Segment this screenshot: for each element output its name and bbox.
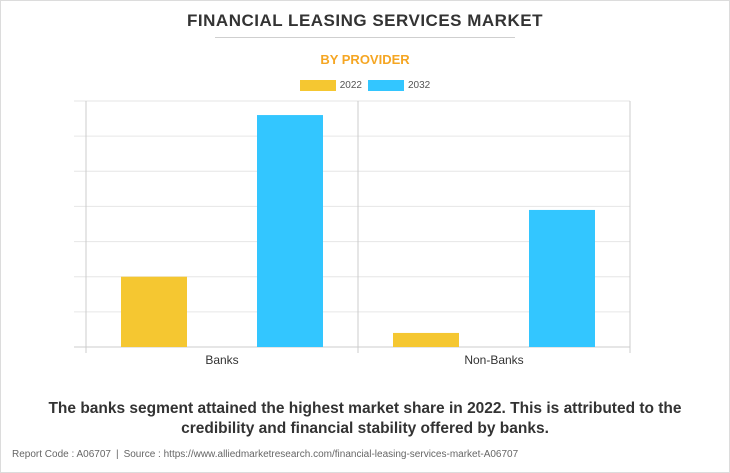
report-code: Report Code : A06707 [12, 449, 111, 460]
legend-label-2022: 2022 [339, 80, 362, 91]
legend-item-2022: 2022 [299, 80, 362, 91]
legend-swatch-2022 [299, 80, 336, 91]
footer: Report Code : A06707 | Source : https://ww… [12, 449, 518, 460]
bar-chart: Banks Non-Banks [74, 100, 631, 367]
bar-2032-banks [257, 115, 323, 347]
chart-caption: The banks segment attained the highest m… [48, 400, 682, 437]
bar-2032-non-banks [529, 209, 595, 347]
legend: 2022 2032 [0, 80, 730, 91]
footer-separator: | [115, 449, 119, 460]
bar-2022-banks [121, 276, 187, 347]
title-divider [215, 37, 515, 38]
source-text: Source : https://www.alliedmarketresearc… [123, 449, 519, 460]
legend-item-2032: 2032 [368, 80, 430, 91]
chart-subtitle: BY PROVIDER [320, 52, 410, 67]
legend-swatch-2032 [368, 80, 404, 91]
bar-2022-non-banks [393, 332, 459, 347]
legend-label-2032: 2032 [408, 80, 431, 91]
x-tick-label: Banks [205, 353, 238, 367]
x-tick-label: Non-Banks [464, 353, 523, 367]
chart-title: FINANCIAL LEASING SERVICES MARKET [187, 11, 543, 30]
